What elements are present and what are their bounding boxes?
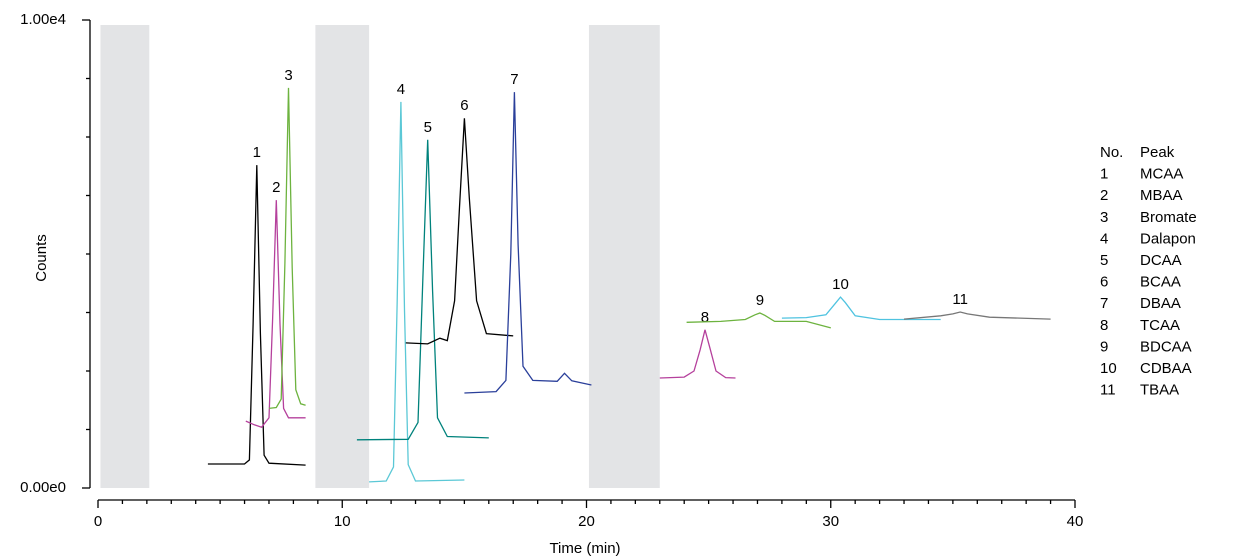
legend-name: Dalapon	[1140, 230, 1196, 247]
trace	[369, 101, 465, 483]
peak-label: 2	[272, 179, 280, 196]
trace	[356, 139, 489, 441]
y-tick-label: 0.00e0	[20, 479, 66, 496]
trace	[903, 311, 1051, 320]
legend-number: 10	[1100, 360, 1117, 377]
trace	[405, 118, 514, 345]
legend-header: Peak	[1140, 144, 1175, 161]
legend-name: Bromate	[1140, 209, 1197, 226]
peak-label: 4	[397, 81, 405, 98]
legend-number: 3	[1100, 209, 1108, 226]
peak-label: 6	[460, 97, 468, 114]
shaded-region	[315, 25, 370, 488]
trace	[207, 165, 306, 466]
shaded-region	[100, 25, 150, 488]
legend-name: CDBAA	[1140, 360, 1192, 377]
legend-name: BDCAA	[1140, 338, 1192, 355]
x-tick-label: 40	[1067, 513, 1084, 530]
legend-number: 9	[1100, 338, 1108, 355]
legend-name: TBAA	[1140, 382, 1179, 399]
y-tick-label: 1.00e4	[20, 11, 66, 28]
peak-label: 1	[253, 144, 261, 161]
x-axis-label: Time (min)	[549, 540, 620, 557]
legend-number: 4	[1100, 230, 1108, 247]
peak-label: 3	[284, 67, 292, 84]
peak-label: 7	[510, 71, 518, 88]
legend-header: No.	[1100, 144, 1123, 161]
peak-label: 10	[832, 276, 849, 293]
peak-label: 9	[756, 292, 764, 309]
trace	[781, 296, 941, 321]
legend-name: DCAA	[1140, 252, 1182, 269]
legend-number: 2	[1100, 187, 1108, 204]
peak-label: 8	[701, 309, 709, 326]
trace	[659, 329, 736, 379]
legend-number: 5	[1100, 252, 1108, 269]
legend-number: 11	[1100, 382, 1116, 399]
trace	[245, 200, 306, 428]
x-tick-label: 0	[94, 513, 102, 530]
peak-label: 5	[424, 119, 432, 136]
legend-name: TCAA	[1140, 317, 1180, 334]
legend-name: MCAA	[1140, 166, 1183, 183]
trace	[268, 87, 306, 410]
shaded-region	[588, 25, 660, 488]
trace	[686, 312, 831, 329]
legend-name: MBAA	[1140, 187, 1183, 204]
x-tick-label: 10	[334, 513, 351, 530]
trace	[464, 92, 592, 394]
legend-number: 6	[1100, 274, 1108, 291]
legend-number: 1	[1100, 166, 1108, 183]
legend-number: 8	[1100, 317, 1108, 334]
legend-name: DBAA	[1140, 295, 1181, 312]
legend-name: BCAA	[1140, 274, 1181, 291]
x-tick-label: 30	[822, 513, 839, 530]
legend-number: 7	[1100, 295, 1108, 312]
x-tick-label: 20	[578, 513, 595, 530]
y-axis-label: Counts	[33, 234, 50, 282]
peak-label: 11	[952, 291, 968, 308]
